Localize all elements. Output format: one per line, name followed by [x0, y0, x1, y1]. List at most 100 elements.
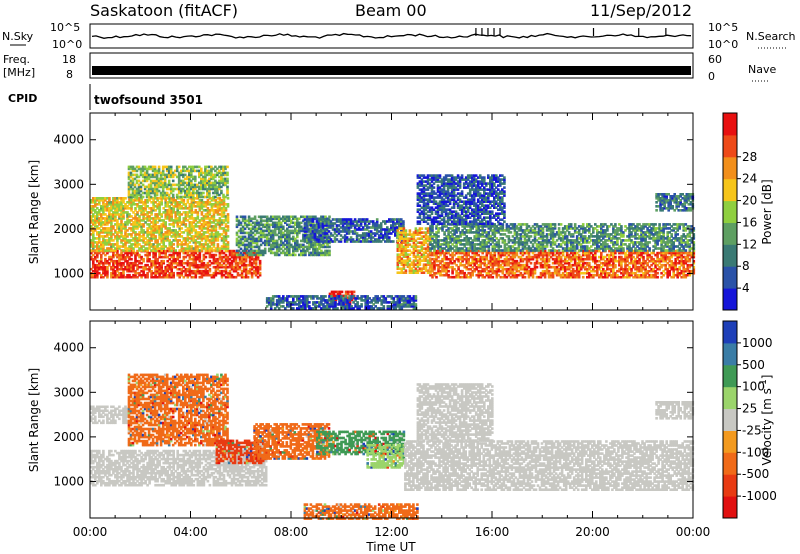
heatmap-cell [166, 213, 169, 216]
heatmap-cell [164, 249, 167, 253]
heatmap-cell [296, 239, 299, 243]
freq-trace [92, 66, 691, 75]
heatmap-cell [136, 225, 139, 228]
heatmap-cell [226, 225, 230, 228]
heatmap-cell [198, 255, 202, 259]
heatmap-cell [130, 267, 133, 271]
heatmap-cell [132, 223, 135, 226]
heatmap-cell [198, 225, 202, 228]
heatmap-cell [96, 237, 99, 240]
heatmap-cell [150, 201, 153, 204]
heatmap-cell [140, 223, 143, 226]
heatmap-cell [100, 215, 103, 218]
heatmap-cell [100, 265, 103, 269]
heatmap-cell [104, 271, 107, 275]
heatmap-cell [90, 251, 93, 255]
heatmap-cell [220, 263, 224, 267]
heatmap-cell [144, 263, 147, 267]
heatmap-cell [182, 269, 186, 273]
heatmap-cell [112, 263, 115, 267]
heatmap-cell [170, 263, 173, 267]
heatmap-cell [90, 219, 93, 222]
heatmap-cell [226, 171, 229, 175]
heatmap-cell [90, 233, 93, 236]
heatmap-cell [118, 255, 121, 259]
heatmap-cell [132, 237, 135, 240]
heatmap-cell [198, 249, 202, 252]
heatmap-cell [160, 255, 163, 259]
heatmap-cell [160, 275, 163, 279]
heatmap-cell [94, 221, 97, 224]
heatmap-cell [146, 217, 149, 220]
heatmap-cell [178, 225, 181, 228]
heatmap-cell [186, 213, 190, 216]
heatmap-cell [106, 223, 109, 226]
heatmap-cell [126, 249, 129, 252]
heatmap-cell [126, 207, 129, 210]
heatmap-cell [243, 215, 247, 219]
heatmap-cell [178, 205, 181, 208]
heatmap-cell [198, 207, 202, 210]
heatmap-cell [256, 269, 260, 273]
heatmap-cell [98, 237, 101, 240]
heatmap-cell [146, 271, 149, 275]
heatmap-cell [204, 251, 208, 255]
heatmap-cell [224, 267, 228, 271]
heatmap-cell [140, 205, 143, 208]
heatmap-cell [204, 203, 208, 206]
heatmap-cell [110, 231, 113, 234]
heatmap-cell [180, 205, 184, 208]
heatmap-cell [180, 247, 184, 250]
heatmap-cell [242, 269, 246, 273]
heatmap-cell [190, 209, 194, 212]
heatmap-cell [134, 259, 137, 263]
heatmap-cell [112, 245, 115, 248]
heatmap-cell [158, 229, 161, 232]
heatmap-cell [188, 271, 192, 275]
heatmap-cell [168, 205, 171, 208]
heatmap-cell [102, 197, 105, 200]
heatmap-cell [232, 257, 236, 261]
heatmap-cell [110, 205, 113, 208]
heatmap-cell [134, 253, 137, 257]
heatmap-cell [124, 227, 127, 230]
nave-tick-top: 60 [708, 53, 722, 66]
heatmap-cell [176, 219, 179, 222]
heatmap-cell [138, 273, 141, 277]
heatmap-cell [138, 255, 141, 259]
heatmap-cell [120, 255, 123, 259]
heatmap-cell [110, 201, 113, 204]
heatmap-cell [200, 229, 204, 232]
heatmap-cell [176, 263, 179, 267]
heatmap-cell [169, 165, 173, 169]
heatmap-cell [184, 241, 188, 244]
heatmap-cell [98, 201, 101, 204]
heatmap-cell [186, 231, 190, 234]
heatmap-cell [256, 275, 260, 279]
heatmap-cell [110, 221, 113, 224]
heatmap-cell [134, 241, 137, 244]
heatmap-cell [168, 211, 171, 214]
heatmap-cell [170, 209, 173, 212]
heatmap-cell [110, 217, 113, 220]
heatmap-cell [100, 231, 103, 234]
heatmap-cell [172, 207, 175, 210]
heatmap-cell [130, 247, 133, 250]
heatmap-cell [198, 221, 202, 224]
heatmap-cell [116, 273, 119, 277]
heatmap-cell [148, 215, 151, 218]
heatmap-cell [200, 243, 204, 246]
heatmap-cell [192, 229, 196, 232]
heatmap-cell [140, 239, 143, 242]
heatmap-cell [194, 219, 198, 222]
heatmap-cell [196, 231, 200, 234]
heatmap-cell [150, 259, 153, 263]
heatmap-cell [160, 225, 163, 228]
heatmap-cell [112, 199, 115, 202]
heatmap-cell [172, 211, 175, 214]
heatmap-cell [164, 237, 167, 240]
heatmap-cell [120, 257, 123, 261]
heatmap-cell [228, 269, 232, 273]
heatmap-cell [162, 207, 165, 210]
heatmap-cell [104, 265, 107, 269]
